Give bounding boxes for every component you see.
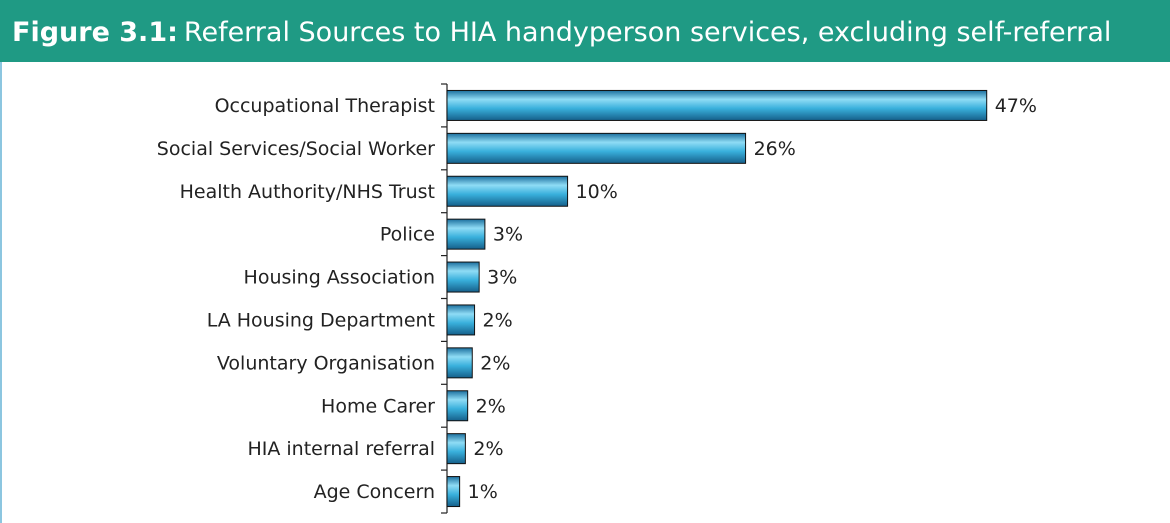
value-label: 10% [576, 181, 618, 203]
category-label: Home Carer [321, 395, 435, 417]
value-label: 1% [468, 481, 498, 503]
category-label: Age Concern [314, 481, 435, 503]
value-label: 47% [995, 95, 1037, 117]
category-label: HIA internal referral [247, 438, 435, 460]
bar [446, 390, 469, 422]
bar [446, 304, 476, 336]
value-label: 26% [754, 138, 796, 160]
category-label: LA Housing Department [207, 309, 435, 331]
bar [446, 433, 466, 465]
value-label: 3% [493, 224, 523, 246]
bar [446, 218, 486, 250]
category-label: Occupational Therapist [215, 95, 435, 117]
title-text: Referral Sources to HIA handyperson serv… [184, 17, 1112, 48]
bar [446, 132, 747, 164]
value-label: 2% [476, 395, 506, 417]
category-label: Housing Association [244, 267, 435, 289]
figure-label: Figure 3.1: [12, 17, 178, 48]
category-label: Police [380, 224, 435, 246]
bar [446, 261, 480, 293]
bar [446, 476, 461, 508]
category-label: Voluntary Organisation [217, 352, 435, 374]
value-label: 2% [473, 438, 503, 460]
value-label: 2% [480, 352, 510, 374]
category-label: Social Services/Social Worker [157, 138, 435, 160]
bar [446, 347, 473, 379]
value-label: 3% [487, 267, 517, 289]
bar [446, 89, 988, 121]
chart-title: Figure 3.1: Referral Sources to HIA handy… [12, 17, 1111, 48]
bar [446, 175, 569, 207]
title-band [0, 0, 1170, 62]
category-label: Health Authority/NHS Trust [180, 181, 435, 203]
value-label: 2% [483, 309, 513, 331]
